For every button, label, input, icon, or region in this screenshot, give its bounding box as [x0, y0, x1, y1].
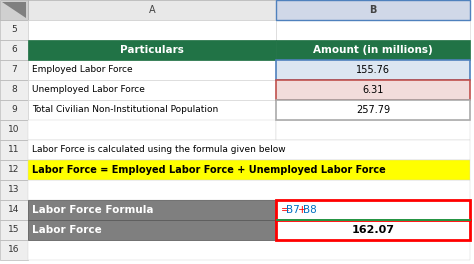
Bar: [28, 0, 276, 20]
Bar: [0, 60, 28, 80]
Bar: [276, 219, 470, 220]
Bar: [0, 220, 28, 240]
Text: 12: 12: [9, 166, 20, 175]
Text: B7: B7: [286, 205, 300, 215]
Bar: [28, 120, 276, 140]
Text: 8: 8: [11, 86, 17, 95]
Text: 257.79: 257.79: [356, 105, 390, 115]
Text: 7: 7: [11, 65, 17, 74]
Text: Particulars: Particulars: [120, 45, 184, 55]
Text: 10: 10: [8, 125, 20, 134]
Text: =: =: [281, 205, 290, 215]
Bar: [0, 160, 28, 180]
Text: 6: 6: [11, 45, 17, 54]
Bar: [28, 80, 276, 100]
Bar: [28, 40, 276, 60]
Text: Labor Force is calculated using the formula given below: Labor Force is calculated using the form…: [32, 145, 286, 154]
Bar: [28, 20, 276, 40]
Text: 13: 13: [8, 186, 20, 195]
Text: Labor Force = Employed Labor Force + Unemployed Labor Force: Labor Force = Employed Labor Force + Une…: [32, 165, 386, 175]
Text: 14: 14: [9, 205, 20, 214]
Bar: [28, 160, 470, 180]
Bar: [0, 240, 28, 260]
Bar: [276, 80, 470, 100]
Bar: [28, 200, 276, 220]
Text: 5: 5: [11, 26, 17, 35]
Bar: [28, 100, 276, 120]
Text: Total Civilian Non-Institutional Population: Total Civilian Non-Institutional Populat…: [32, 106, 218, 115]
Bar: [276, 120, 470, 140]
Text: 6.31: 6.31: [362, 85, 383, 95]
Bar: [276, 200, 470, 220]
Text: 11: 11: [8, 145, 20, 154]
Bar: [28, 180, 470, 200]
Bar: [276, 100, 470, 120]
Text: B8: B8: [303, 205, 317, 215]
Text: Employed Labor Force: Employed Labor Force: [32, 65, 133, 74]
Bar: [276, 0, 470, 20]
Text: Labor Force Formula: Labor Force Formula: [32, 205, 154, 215]
Bar: [28, 220, 276, 240]
Text: Labor Force: Labor Force: [32, 225, 102, 235]
Bar: [28, 60, 276, 80]
Text: 162.07: 162.07: [352, 225, 394, 235]
Bar: [28, 140, 470, 160]
Bar: [0, 140, 28, 160]
Bar: [0, 100, 28, 120]
Polygon shape: [2, 2, 26, 18]
Text: 9: 9: [11, 106, 17, 115]
Bar: [0, 200, 28, 220]
Bar: [0, 20, 28, 40]
Bar: [0, 120, 28, 140]
Text: +: +: [298, 205, 306, 215]
Bar: [276, 40, 470, 60]
Bar: [276, 220, 470, 240]
Text: 16: 16: [8, 246, 20, 254]
Bar: [276, 20, 470, 40]
Text: 155.76: 155.76: [356, 65, 390, 75]
Bar: [0, 40, 28, 60]
Bar: [0, 0, 28, 20]
Bar: [276, 60, 470, 80]
Text: Unemployed Labor Force: Unemployed Labor Force: [32, 86, 145, 95]
Text: A: A: [149, 5, 155, 15]
Bar: [0, 80, 28, 100]
Bar: [28, 240, 470, 260]
Text: Amount (in millions): Amount (in millions): [313, 45, 433, 55]
Text: 15: 15: [8, 225, 20, 234]
Bar: [0, 180, 28, 200]
Text: B: B: [369, 5, 377, 15]
